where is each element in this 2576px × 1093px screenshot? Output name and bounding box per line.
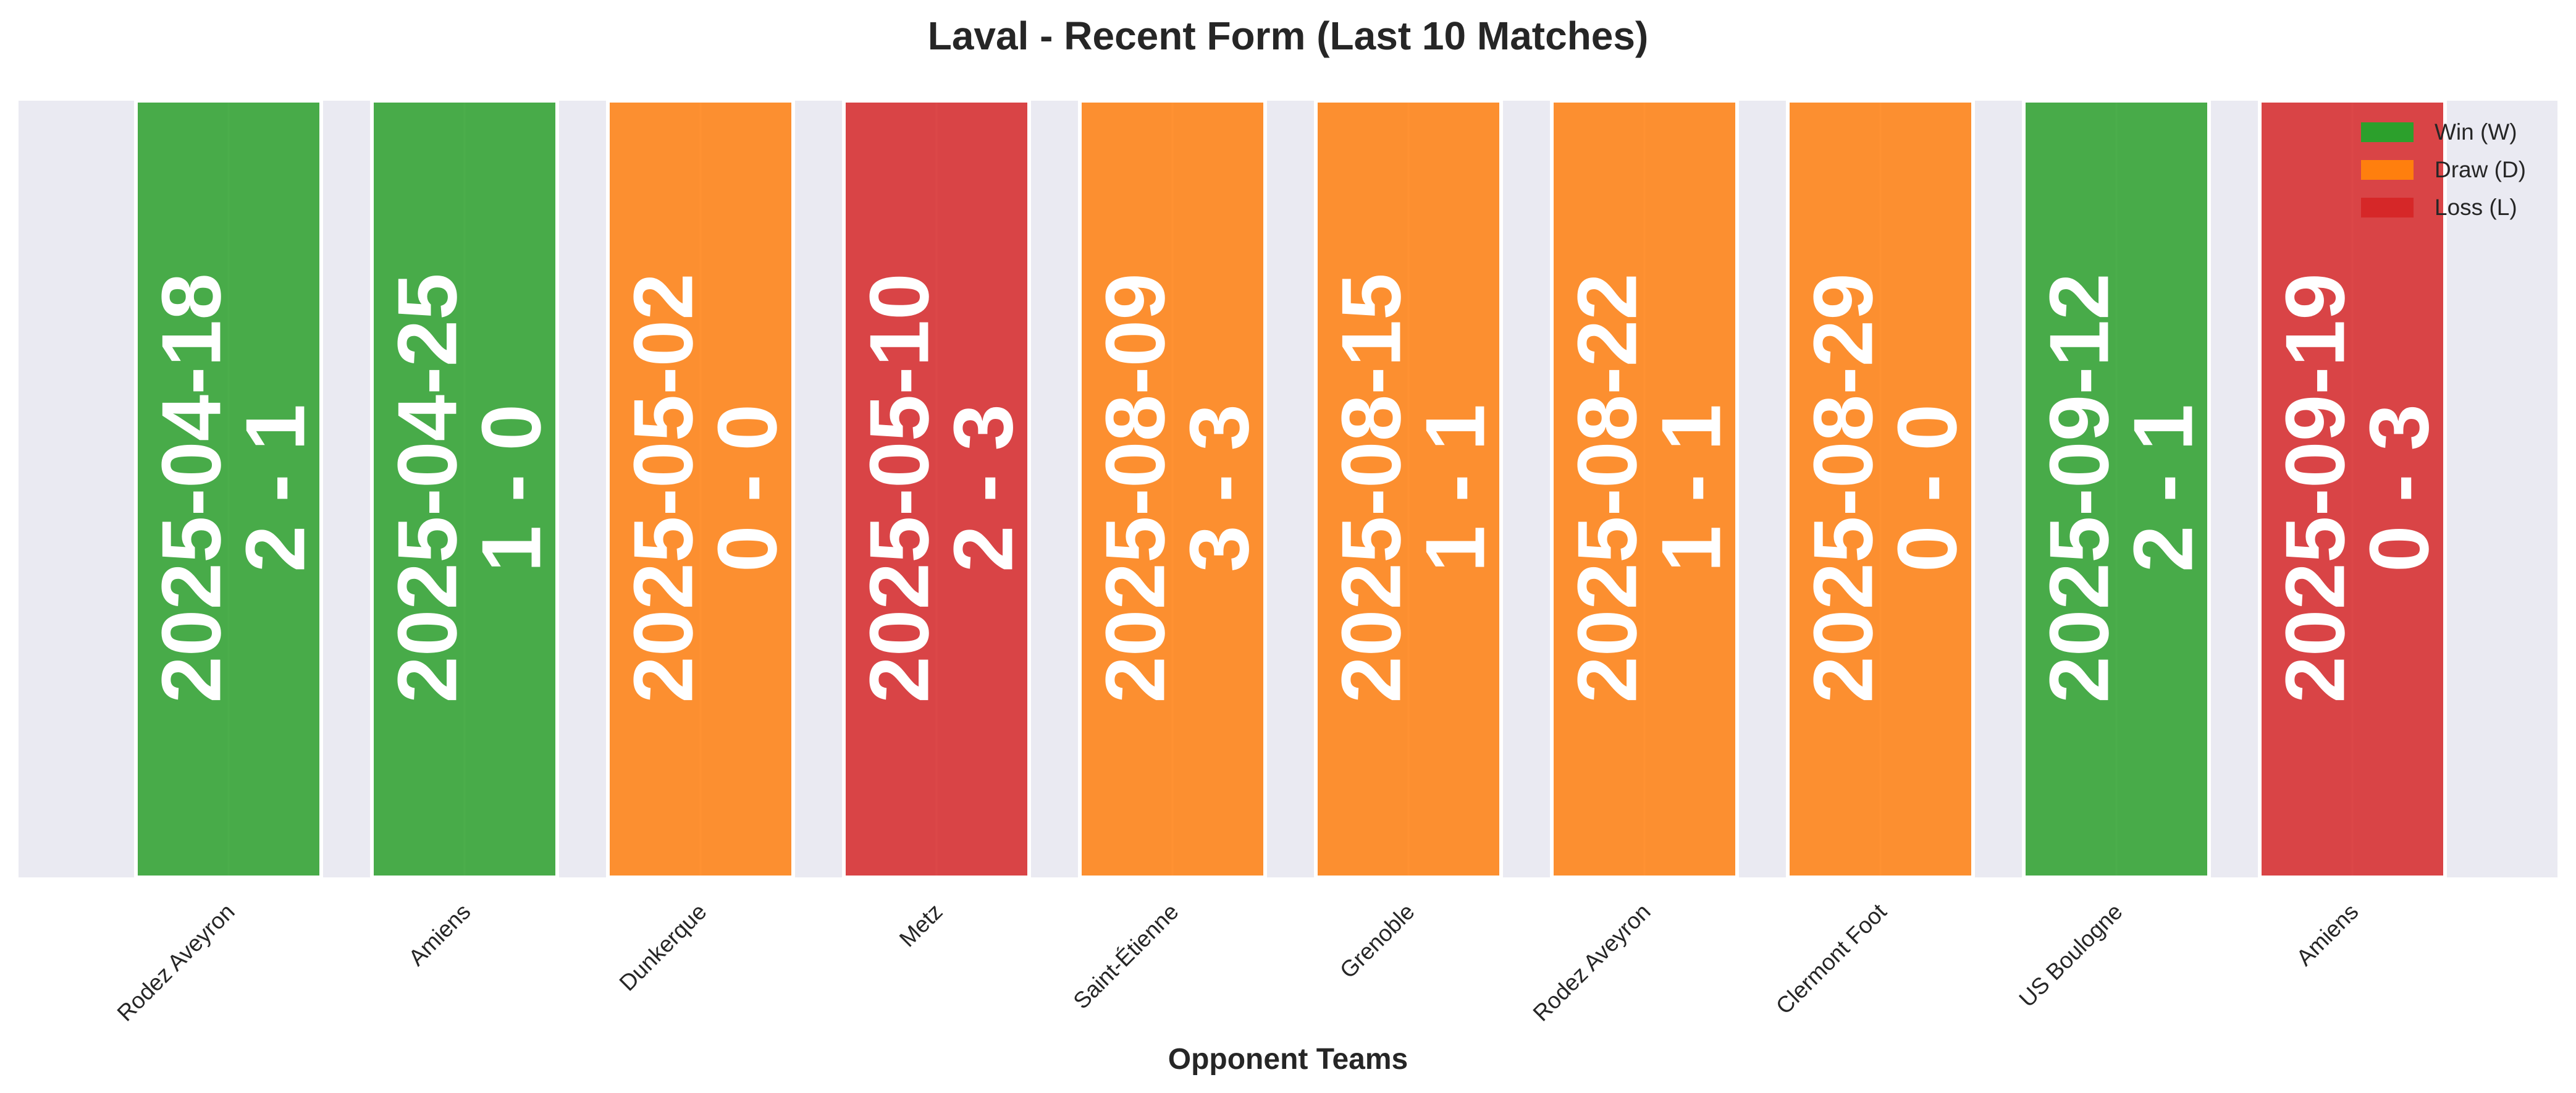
x-tick-label: Grenoble bbox=[1335, 899, 1420, 984]
bars bbox=[134, 99, 2447, 879]
bar-w bbox=[370, 99, 559, 879]
bar-w bbox=[2022, 99, 2211, 879]
bar-label: 2025-08-290 - 0 bbox=[1796, 273, 1974, 703]
bar-label: 2025-08-093 - 3 bbox=[1088, 273, 1266, 703]
x-tick-label: Amiens bbox=[2291, 899, 2363, 971]
bar-date: 2025-05-10 bbox=[852, 273, 946, 703]
bar-score: 1 - 1 bbox=[1644, 404, 1738, 572]
bar-date: 2025-09-12 bbox=[2032, 273, 2126, 703]
x-tick-label: Rodez Aveyron bbox=[112, 899, 240, 1026]
bar-score: 1 - 0 bbox=[464, 404, 558, 572]
chart-title: Laval - Recent Form (Last 10 Matches) bbox=[928, 14, 1649, 58]
bar-date: 2025-04-18 bbox=[144, 273, 238, 703]
x-tick-label: Amiens bbox=[403, 899, 475, 971]
bar-date: 2025-04-25 bbox=[380, 273, 474, 703]
x-tick-label: Rodez Aveyron bbox=[1528, 899, 1656, 1026]
bar-score: 2 - 3 bbox=[936, 404, 1030, 572]
x-tick-label: Clermont Foot bbox=[1771, 898, 1892, 1019]
x-tick-label: Saint-Étienne bbox=[1069, 899, 1184, 1014]
bar-label: 2025-08-221 - 1 bbox=[1560, 273, 1738, 703]
legend-label-l: Loss (L) bbox=[2435, 195, 2517, 220]
legend-swatch-l bbox=[2361, 198, 2414, 217]
bar-d bbox=[1314, 99, 1503, 879]
bar-score: 1 - 1 bbox=[1408, 404, 1502, 572]
x-tick-label: US Boulogne bbox=[2014, 899, 2127, 1012]
bar-d bbox=[606, 99, 795, 879]
bar-score: 0 - 0 bbox=[700, 404, 794, 572]
x-axis-label: Opponent Teams bbox=[1168, 1043, 1408, 1076]
bar-score: 2 - 1 bbox=[228, 404, 322, 572]
bar-d bbox=[1550, 99, 1739, 879]
bar-score: 0 - 0 bbox=[1880, 404, 1974, 572]
bar-d bbox=[1078, 99, 1267, 879]
bar-l bbox=[842, 99, 1031, 879]
bar-score: 3 - 3 bbox=[1172, 404, 1266, 572]
x-tick-label: Dunkerque bbox=[615, 899, 712, 996]
legend-swatch-d bbox=[2361, 160, 2414, 180]
bar-label: 2025-04-182 - 1 bbox=[144, 273, 322, 703]
bar-score: 2 - 1 bbox=[2116, 404, 2210, 572]
bar-label: 2025-09-190 - 3 bbox=[2268, 273, 2446, 703]
bar-label: 2025-05-020 - 0 bbox=[616, 273, 794, 703]
bar-date: 2025-09-19 bbox=[2268, 273, 2362, 703]
bar-date: 2025-08-15 bbox=[1324, 273, 1418, 703]
bar-label: 2025-09-122 - 1 bbox=[2032, 273, 2210, 703]
x-tick-label: Metz bbox=[894, 899, 948, 952]
bar-label: 2025-05-102 - 3 bbox=[852, 273, 1030, 703]
bar-labels: 2025-04-182 - 1 2025-04-251 - 0 2025-05-02… bbox=[144, 273, 2446, 703]
bar-date: 2025-08-09 bbox=[1088, 273, 1182, 703]
legend-label-w: Win (W) bbox=[2435, 119, 2517, 145]
bar-date: 2025-08-22 bbox=[1560, 273, 1654, 703]
bar-l bbox=[2258, 99, 2447, 879]
bar-score: 0 - 3 bbox=[2352, 404, 2446, 572]
x-tick-labels: Rodez Aveyron Amiens Dunkerque Metz Saint-Ét… bbox=[112, 898, 2363, 1026]
bar-date: 2025-05-02 bbox=[616, 273, 710, 703]
bar-label: 2025-04-251 - 0 bbox=[380, 273, 558, 703]
legend-label-d: Draw (D) bbox=[2435, 157, 2526, 182]
bar-label: 2025-08-151 - 1 bbox=[1324, 273, 1502, 703]
legend-swatch-w bbox=[2361, 122, 2414, 142]
bar-date: 2025-08-29 bbox=[1796, 273, 1890, 703]
bar-w bbox=[134, 99, 323, 879]
bar-d bbox=[1786, 99, 1975, 879]
legend: Win (W) Draw (D) Loss (L) bbox=[2361, 119, 2526, 220]
